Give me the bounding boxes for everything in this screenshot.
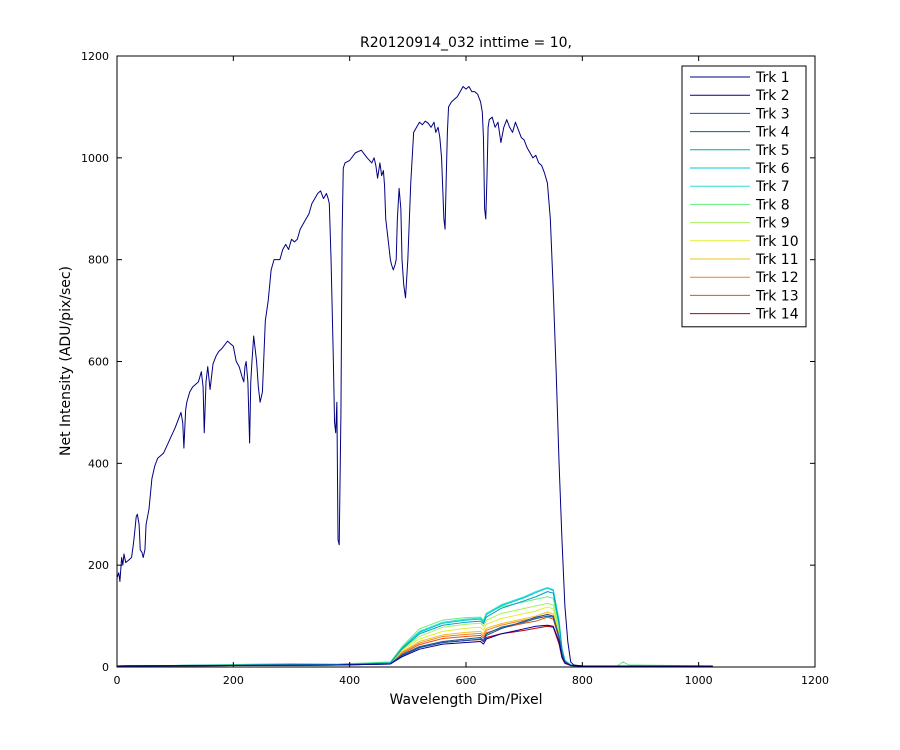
x-tick-label: 800: [572, 674, 593, 687]
x-axis-label: Wavelength Dim/Pixel: [390, 692, 543, 708]
x-tick-label: 1200: [801, 674, 829, 687]
legend-entry-label: Trk 13: [755, 288, 799, 304]
x-tick-label: 1000: [685, 674, 713, 687]
legend-entry-label: Trk 5: [755, 143, 790, 159]
series-line-trk-2: [116, 624, 713, 667]
legend-entry-label: Trk 3: [755, 106, 790, 122]
series-layer: [116, 86, 713, 667]
legend: Trk 1 Trk 2 Trk 3 Trk 4 Trk 5 Trk 6 Trk 7 Trk 8…: [681, 65, 807, 328]
x-tick-label: 600: [456, 674, 477, 687]
y-tick-label: 1000: [81, 152, 109, 165]
legend-entry-label: Trk 7: [755, 179, 790, 195]
legend-entry-label: Trk 10: [755, 234, 799, 250]
legend-entry-label: Trk 9: [755, 216, 790, 232]
y-axis-label: Net Intensity (ADU/pix/sec): [58, 266, 74, 456]
series-line-trk-1: [116, 86, 713, 667]
legend-entry-label: Trk 6: [755, 161, 790, 177]
chart-title: R20120914_032 inttime = 10,: [360, 35, 572, 51]
y-tick-label: 800: [88, 254, 109, 267]
y-tick-label: 600: [88, 356, 109, 369]
x-tick-label: 400: [339, 674, 360, 687]
series-line-trk-5: [116, 591, 713, 667]
y-axis: 0 200 400 600 800 1000 1200: [81, 50, 815, 674]
legend-entry-label: Trk 1: [755, 70, 790, 86]
x-axis: 0 200 400 600 800 1000 1200: [114, 56, 829, 687]
y-tick-label: 1200: [81, 50, 109, 63]
y-tick-label: 200: [88, 559, 109, 572]
legend-entry-label: Trk 11: [755, 252, 799, 268]
x-tick-label: 200: [223, 674, 244, 687]
legend-entry-label: Trk 14: [755, 307, 799, 323]
x-tick-label: 0: [114, 674, 121, 687]
y-tick-label: 0: [102, 661, 109, 674]
legend-entry-label: Trk 12: [755, 270, 799, 286]
y-tick-label: 400: [88, 457, 109, 470]
legend-entry-label: Trk 8: [755, 197, 790, 213]
legend-box: [681, 65, 807, 328]
legend-entry-label: Trk 2: [755, 88, 790, 104]
legend-entry-label: Trk 4: [755, 125, 790, 141]
